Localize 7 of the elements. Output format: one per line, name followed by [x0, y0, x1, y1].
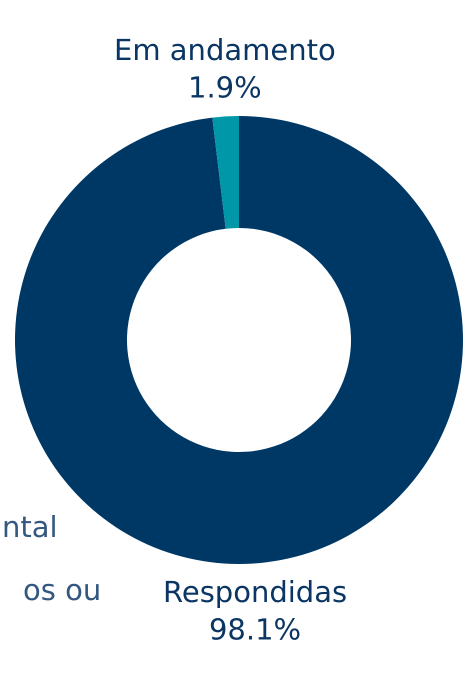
donut-slice — [212, 116, 239, 229]
data-label: 1.9% — [188, 70, 262, 105]
slice-label: Respondidas — [163, 575, 348, 609]
text: os ou — [23, 573, 102, 607]
text: ntal — [2, 510, 58, 544]
slice-label: Em andamento — [114, 33, 336, 67]
data-label: 98.1% — [208, 612, 302, 647]
